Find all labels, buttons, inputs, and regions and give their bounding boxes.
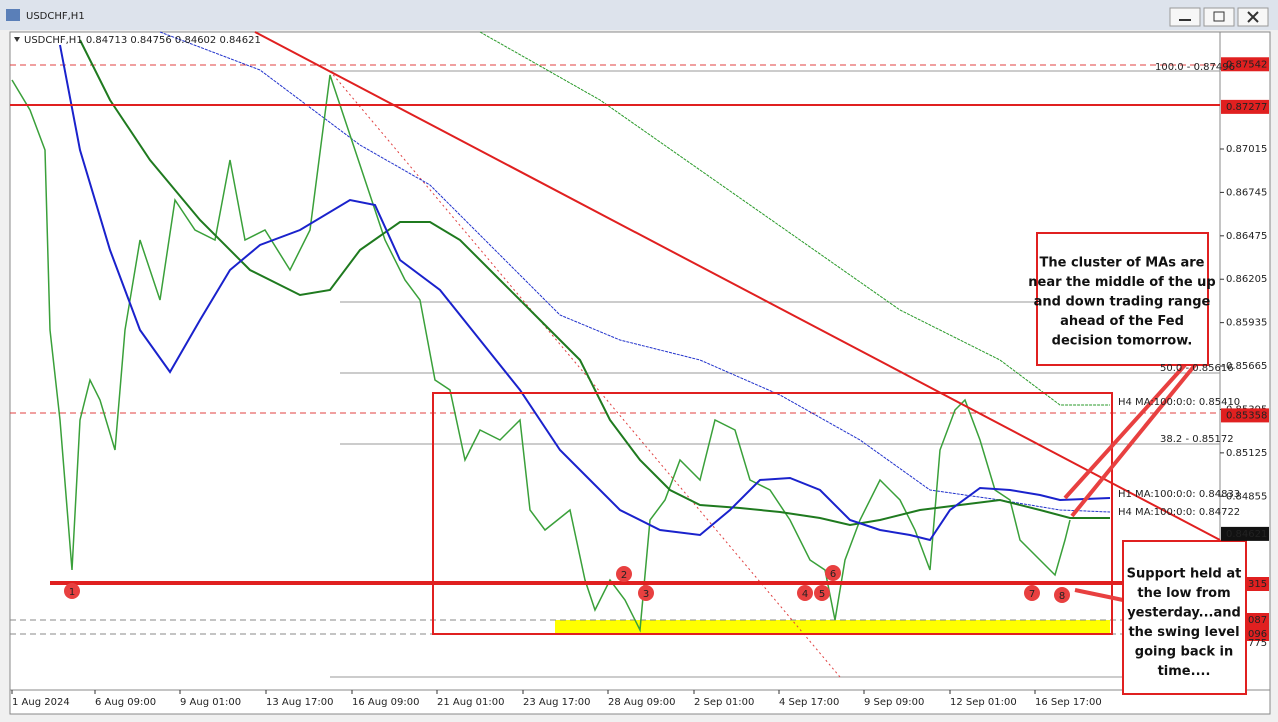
ma-label: H4 MA:100:0:0: 0.85410 <box>1118 397 1240 408</box>
price-tag <box>1221 57 1269 72</box>
trend-line <box>254 31 1221 541</box>
range-box <box>432 392 1113 635</box>
fib-trend <box>329 70 841 678</box>
annotation-box <box>1036 232 1209 366</box>
price-label: 0.87015 <box>1226 144 1267 155</box>
marker <box>638 585 654 601</box>
ma-label: H4 MA:100:0:0: 0.84722 <box>1118 507 1240 518</box>
price-label: 0.86745 <box>1226 187 1267 198</box>
arrow <box>1074 588 1124 602</box>
annotation-text: time.... <box>1158 664 1211 679</box>
marker <box>616 566 632 582</box>
time-label: 6 Aug 09:00 <box>95 697 156 708</box>
marker-label: 2 <box>621 570 627 581</box>
marker <box>825 565 841 581</box>
price-label: 0.84855 <box>1226 491 1267 502</box>
price-tag-text: 0.87277 <box>1226 102 1267 113</box>
price-tag <box>1246 627 1269 641</box>
time-label: 9 Sep 09:00 <box>864 697 924 708</box>
ma-line <box>79 39 1110 527</box>
annotation-text: ahead of the Fed <box>1060 314 1184 329</box>
window-title: USDCHF,H1 <box>26 11 85 22</box>
window-icon <box>6 9 20 21</box>
price-label-clipped: 315 <box>1248 579 1267 590</box>
time-label: 2 Sep 01:00 <box>694 697 754 708</box>
marker <box>1024 585 1040 601</box>
price-label: 0.86205 <box>1226 274 1267 285</box>
ma-line <box>59 44 1111 542</box>
support-zone <box>555 620 1110 634</box>
time-label: 12 Sep 01:00 <box>950 697 1017 708</box>
price-label: 0.85935 <box>1226 318 1267 329</box>
fib-label: 50.0 - 0.85616 <box>1160 363 1234 374</box>
time-label: 28 Aug 09:00 <box>608 697 675 708</box>
time-label: 1 Aug 2024 <box>12 697 70 708</box>
annotation-box <box>1122 540 1247 695</box>
time-axis <box>9 689 1271 715</box>
price-label-clipped: 087 <box>1248 615 1267 626</box>
chart-header: USDCHF,H1 0.84713 0.84756 0.84602 0.8462… <box>24 35 261 46</box>
marker-label: 8 <box>1059 591 1065 602</box>
drawings <box>10 31 1221 678</box>
arrow <box>1063 363 1197 518</box>
marker-label: 7 <box>1029 589 1035 600</box>
price-tag-text: 0.85358 <box>1226 410 1267 421</box>
time-label: 9 Aug 01:00 <box>180 697 241 708</box>
price-label: 0.85125 <box>1226 448 1267 459</box>
marker <box>1054 587 1070 603</box>
price-tag <box>1246 577 1269 591</box>
plot-area <box>9 31 1221 691</box>
marker-label: 4 <box>802 589 808 600</box>
ma-line <box>159 31 1111 513</box>
price-tag <box>1246 613 1269 627</box>
minimize-button[interactable] <box>1169 7 1201 27</box>
price-label: 0.85665 <box>1226 361 1267 372</box>
marker <box>64 583 80 599</box>
marker-label: 6 <box>830 569 836 580</box>
time-label: 21 Aug 01:00 <box>437 697 504 708</box>
icon <box>1213 11 1225 22</box>
annotation-text: near the middle of the up <box>1028 275 1216 290</box>
fib-label: 38.2 - 0.85172 <box>1160 434 1234 445</box>
annotation-text: and down trading range <box>1034 295 1211 310</box>
annotation-text: yesterday...and <box>1127 606 1241 621</box>
price-tag <box>1221 408 1269 423</box>
fib-label: 100.0 - 0.87496 <box>1155 62 1235 73</box>
maximize-button[interactable] <box>1203 7 1235 27</box>
annotation-text: The cluster of MAs are <box>1040 256 1205 271</box>
header-icon <box>14 37 20 42</box>
annotation-text: going back in <box>1135 645 1233 660</box>
ma-line <box>479 31 1110 406</box>
price-label-clipped: 775 <box>1248 638 1267 649</box>
time-label: 23 Aug 17:00 <box>523 697 590 708</box>
price-label: 0.86475 <box>1226 231 1267 242</box>
time-label: 13 Aug 17:00 <box>266 697 333 708</box>
price-tag-text: 0.84621 <box>1226 529 1267 540</box>
window-buttons <box>1169 7 1269 27</box>
marker <box>797 585 813 601</box>
icon <box>1247 11 1259 23</box>
title-bar <box>0 0 1278 30</box>
marker-label: 3 <box>643 589 649 600</box>
price-tag-text: 0.87542 <box>1226 59 1267 70</box>
marker <box>814 585 830 601</box>
marker-label: 1 <box>69 587 75 598</box>
time-label: 4 Sep 17:00 <box>779 697 839 708</box>
annotation-text: the swing level <box>1128 625 1239 640</box>
time-label: 16 Aug 09:00 <box>352 697 419 708</box>
ma-label: H1 MA:100:0:0: 0.84833 <box>1118 489 1240 500</box>
price-path <box>11 74 1071 633</box>
price-label-clipped: 096 <box>1248 629 1267 640</box>
price-tag <box>1221 526 1269 541</box>
time-label: 16 Sep 17:00 <box>1035 697 1102 708</box>
annotation-text: Support held at <box>1127 567 1242 582</box>
annotation-text: the low from <box>1137 586 1230 601</box>
price-tag <box>1221 99 1269 114</box>
marker-label: 5 <box>819 589 825 600</box>
annotation-text: decision tomorrow. <box>1052 334 1193 349</box>
